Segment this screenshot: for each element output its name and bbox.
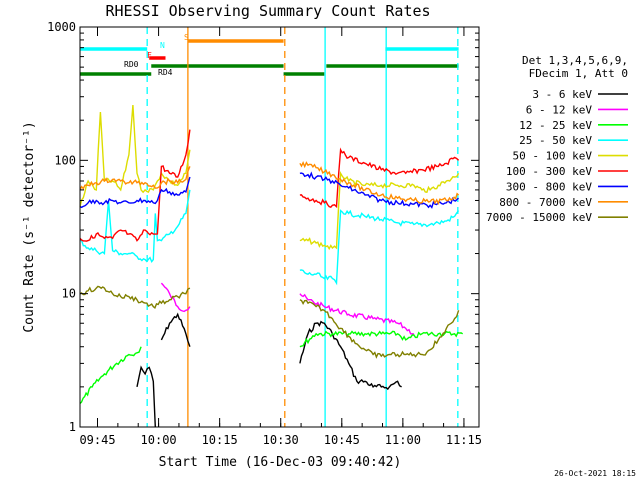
y-tick-label: 1000	[47, 20, 76, 34]
x-axis-label: Start Time (16-Dec-03 09:40:42)	[159, 455, 402, 470]
series-line	[299, 147, 460, 209]
y-tick-label: 10	[62, 287, 76, 301]
x-tick-label: 10:15	[202, 433, 238, 447]
legend-header-line: Det 1,3,4,5,6,9,	[522, 54, 628, 67]
series-line	[299, 161, 460, 206]
x-axis-ticks: 09:45 10:00 10:15 10:30 10:45 11:00 11:15	[79, 27, 482, 447]
series-line	[79, 285, 191, 310]
legend-entry-label: 12 - 25 keV	[519, 119, 592, 132]
series-line	[160, 312, 191, 347]
timestamp: 26-Oct-2021 18:15	[554, 469, 636, 478]
chart-title: RHESSI Observing Summary Count Rates	[105, 2, 430, 20]
series-line	[299, 170, 460, 251]
flag-label-s: S	[184, 33, 189, 42]
legend-header-line: FDecim 1, Att 0	[529, 67, 628, 80]
series-line	[299, 171, 460, 209]
series-line	[299, 299, 460, 359]
series-line	[79, 346, 142, 405]
plot-frame	[79, 26, 480, 428]
flag-label-rd4: RD4	[158, 68, 173, 77]
x-tick-label: 09:45	[79, 433, 115, 447]
y-tick-label: 1	[69, 420, 76, 434]
x-tick-label: 11:15	[446, 433, 482, 447]
legend-entry-label: 3 - 6 keV	[532, 88, 592, 101]
series-line	[299, 293, 414, 335]
series-line	[79, 189, 191, 263]
flag-label-n: N	[160, 41, 165, 50]
y-axis-label: Count Rate (s⁻¹ detector⁻¹)	[22, 121, 37, 332]
legend-entry-label: 800 - 7000 keV	[499, 196, 592, 209]
vertical-markers	[146, 27, 459, 427]
x-tick-label: 10:45	[324, 433, 360, 447]
legend: Det 1,3,4,5,6,9,FDecim 1, Att 0 3 - 6 keV…	[486, 54, 628, 224]
flag-bars: NF S RD0 RD4	[80, 33, 459, 77]
legend-entry-label: 7000 - 15000 keV	[486, 211, 592, 224]
series-line	[299, 330, 464, 348]
x-tick-label: 10:00	[141, 433, 177, 447]
series-line	[299, 320, 402, 391]
legend-entry-label: 25 - 50 keV	[519, 134, 592, 147]
legend-entry-label: 6 - 12 keV	[526, 103, 593, 116]
series-line	[299, 209, 460, 286]
legend-entry-label: 50 - 100 keV	[513, 150, 593, 163]
y-axis-ticks: 1 10 100 1000	[47, 20, 479, 434]
legend-entry-label: 100 - 300 keV	[506, 165, 592, 178]
legend-entry-label: 300 - 800 keV	[506, 180, 592, 193]
x-tick-label: 10:30	[263, 433, 299, 447]
series-line	[160, 282, 191, 313]
series-line	[79, 129, 191, 242]
x-tick-label: 11:00	[385, 433, 421, 447]
plot-area	[79, 104, 464, 428]
series-line	[79, 176, 191, 209]
flag-label-f: F	[147, 51, 152, 60]
flag-label-rd0: RD0	[124, 60, 139, 69]
series-line	[136, 365, 156, 428]
series-line	[79, 166, 191, 191]
y-tick-label: 100	[54, 153, 76, 167]
series-line	[79, 104, 191, 207]
